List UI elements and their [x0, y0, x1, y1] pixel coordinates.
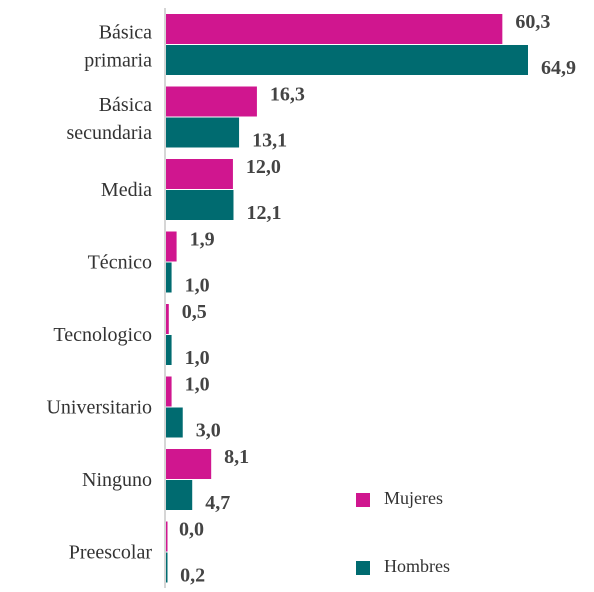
- category-label: Preescolar: [69, 541, 153, 563]
- bar: [166, 407, 183, 438]
- category-label: Tecnologico: [53, 324, 152, 346]
- category-label: Técnico: [88, 251, 152, 273]
- bar: [166, 480, 193, 510]
- bar: [166, 449, 212, 479]
- bar: [166, 262, 172, 293]
- bar: [166, 521, 168, 552]
- bar: [166, 159, 233, 189]
- bar: [166, 376, 172, 407]
- legend-label: Mujeres: [384, 488, 443, 508]
- legend-swatch: [356, 493, 370, 507]
- value-label: 12,0: [246, 156, 281, 178]
- category-label: Básica primaria: [84, 21, 152, 71]
- value-label: 0,0: [179, 519, 204, 541]
- value-label: 12,1: [246, 202, 281, 224]
- value-label: 3,0: [196, 420, 221, 442]
- value-label: 1,0: [185, 374, 210, 396]
- value-label: 4,7: [205, 492, 230, 514]
- value-label: 8,1: [224, 446, 249, 468]
- bar: [166, 86, 257, 117]
- value-label: 1,0: [185, 347, 210, 369]
- value-label: 1,0: [185, 275, 210, 297]
- category-label: Básica secundaria: [66, 93, 152, 143]
- bar: [166, 117, 240, 148]
- bar: [166, 335, 172, 365]
- value-label: 0,2: [180, 565, 205, 587]
- bar: [166, 304, 169, 334]
- value-label: 1,9: [190, 229, 215, 251]
- value-label: 16,3: [270, 84, 305, 106]
- category-label: Universitario: [46, 396, 152, 418]
- value-label: 64,9: [541, 57, 576, 79]
- bar: [166, 552, 168, 583]
- bar: [166, 231, 177, 262]
- legend-swatch: [356, 561, 370, 575]
- legend-label: Hombres: [384, 556, 450, 576]
- value-label: 0,5: [182, 301, 207, 323]
- category-label: Ninguno: [82, 469, 152, 491]
- bar: [166, 14, 503, 44]
- bar: [166, 190, 234, 220]
- bar: [166, 45, 528, 75]
- category-label: Media: [101, 179, 152, 201]
- value-label: 13,1: [252, 130, 287, 152]
- value-label: 60,3: [515, 11, 550, 33]
